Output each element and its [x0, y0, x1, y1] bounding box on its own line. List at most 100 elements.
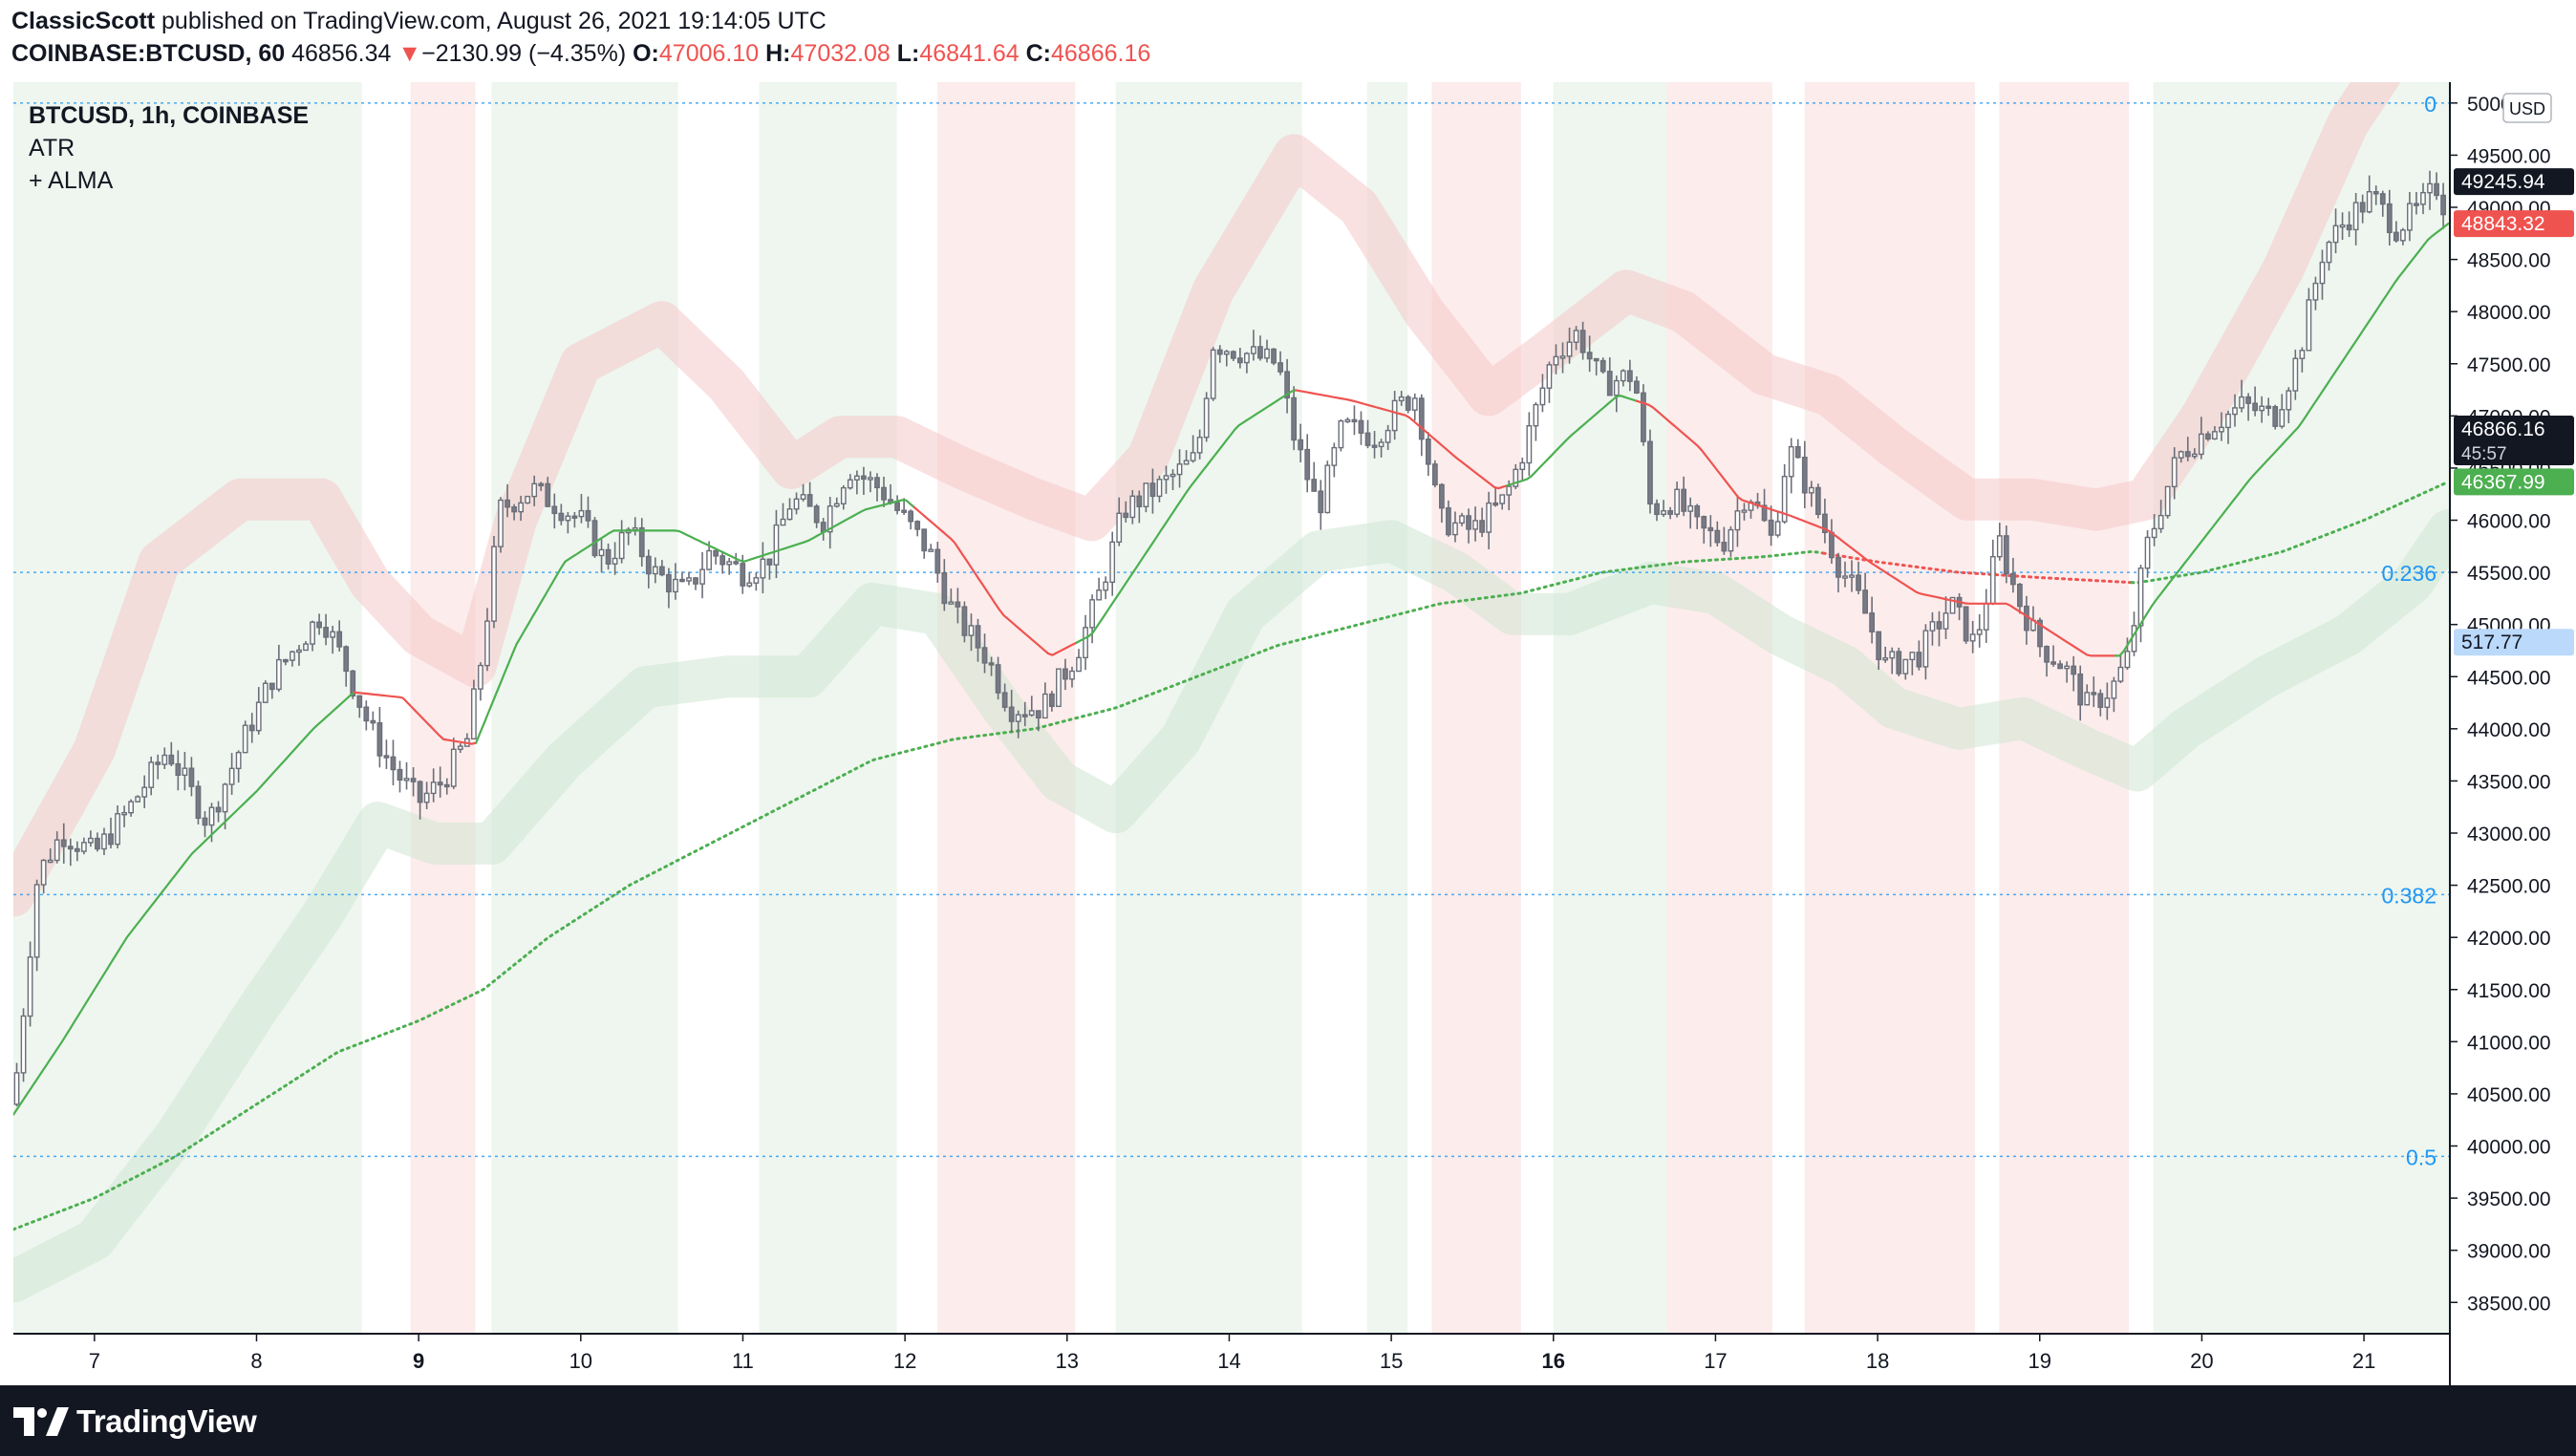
candle-body-39: [275, 658, 282, 691]
alma-fast-segment-3: [912, 505, 1078, 656]
candle-body-85: [585, 509, 591, 522]
tradingview-logo[interactable]: TradingView: [13, 1402, 257, 1441]
candle-body-339: [2292, 357, 2299, 392]
candle-body-70: [484, 620, 490, 667]
candle-body-68: [471, 688, 477, 740]
legend-title[interactable]: BTCUSD, 1h, COINBASE: [29, 102, 310, 129]
candle-body-214: [1452, 522, 1458, 536]
candle-body-95: [652, 566, 658, 575]
candle-body-29: [208, 806, 215, 826]
candle-body-203: [1378, 441, 1385, 448]
candle-body-199: [1351, 418, 1358, 423]
candle-body-335: [2265, 405, 2272, 409]
candle-body-217: [1472, 520, 1478, 530]
candle-body-242: [1641, 392, 1646, 442]
alma-slow-segment-1: [1821, 551, 2134, 585]
candle-body-40: [283, 658, 289, 663]
candle-body-34: [242, 724, 248, 754]
time-tick-label-12: 19: [2029, 1349, 2051, 1373]
candle-body-264: [1788, 445, 1794, 478]
down-arrow-icon: ▼: [397, 40, 422, 67]
candle-body-303: [2050, 661, 2056, 665]
price-label-text-3: 46367.99: [2461, 471, 2545, 493]
candle-body-44: [310, 621, 315, 645]
candle-body-69: [478, 664, 483, 690]
candle-body-270: [1829, 531, 1835, 559]
candle-body-66: [457, 745, 463, 751]
author-name[interactable]: ClassicScott: [11, 8, 156, 34]
candle-body-269: [1822, 513, 1828, 534]
candle-body-120: [820, 522, 826, 533]
footer-bar: TradingView: [0, 1385, 2576, 1456]
candle-body-28: [202, 817, 208, 826]
close-label: C:: [1025, 40, 1051, 67]
candle-body-112: [766, 558, 773, 566]
price-chart[interactable]: 00.2360.3820.550000.0049500.0049000.0048…: [13, 82, 2576, 1385]
candle-body-145: [988, 662, 995, 666]
time-tick-label-13: 20: [2190, 1349, 2213, 1373]
candle-body-197: [1338, 419, 1344, 449]
symbol-label[interactable]: COINBASE:BTCUSD, 60: [11, 40, 286, 67]
atr-lower-band: [13, 509, 2470, 1303]
candle-body-312: [2111, 680, 2117, 699]
candle-body-292: [1976, 629, 1983, 635]
candle-body-134: [914, 521, 921, 530]
candle-body-299: [2024, 605, 2029, 632]
candle-body-200: [1358, 419, 1364, 434]
candle-body-345: [2332, 225, 2339, 244]
candle-body-73: [504, 499, 510, 508]
candle-body-138: [941, 572, 948, 605]
candle-body-230: [1559, 355, 1566, 359]
price-tick-label-11: 44500.00: [2467, 667, 2551, 689]
legend-atr[interactable]: ATR: [29, 135, 75, 161]
candle-body-88: [605, 548, 612, 565]
candle-body-262: [1774, 521, 1781, 536]
candle-body-14: [108, 833, 114, 846]
candle-body-226: [1533, 403, 1539, 427]
legend-alma[interactable]: + ALMA: [29, 167, 114, 194]
candle-body-311: [2104, 697, 2111, 708]
candle-body-282: [1909, 652, 1916, 661]
candle-body-272: [1842, 575, 1848, 579]
candle-body-213: [1446, 506, 1451, 536]
candle-body-194: [1318, 490, 1324, 514]
candle-body-42: [296, 649, 302, 653]
candle-body-146: [995, 664, 1001, 694]
candle-body-212: [1439, 483, 1445, 509]
candle-body-192: [1304, 448, 1311, 481]
candle-body-166: [1129, 495, 1136, 519]
candle-body-137: [934, 548, 941, 574]
candle-body-18: [135, 796, 141, 803]
chart-area[interactable]: 00.2360.3820.550000.0049500.0049000.0048…: [13, 82, 2576, 1385]
candle-body-21: [155, 761, 161, 765]
candle-body-155: [1056, 668, 1062, 708]
price-change: −2130.99 (−4.35%): [421, 40, 627, 67]
candle-body-7: [60, 839, 67, 847]
candle-body-186: [1264, 348, 1270, 359]
candle-body-193: [1311, 479, 1318, 492]
candle-body-349: [2359, 202, 2366, 213]
candle-body-43: [303, 643, 309, 652]
candle-body-50: [350, 670, 356, 697]
candle-body-158: [1076, 656, 1082, 673]
alma-fast-segment-5: [1294, 389, 1509, 490]
candle-body-361: [2440, 194, 2446, 216]
alma-slow-segment-2: [2130, 480, 2450, 585]
candle-body-323: [2184, 451, 2191, 458]
candle-body-205: [1391, 399, 1398, 432]
candle-body-15: [115, 813, 120, 846]
candle-body-344: [2326, 241, 2332, 264]
price-label-3: [2454, 468, 2574, 496]
candle-body-236: [1599, 359, 1606, 373]
candle-body-89: [612, 557, 618, 565]
price-label-1: [2454, 210, 2574, 238]
price-axis: [2450, 82, 2576, 1385]
candle-body-81: [558, 512, 565, 522]
candle-body-27: [195, 785, 202, 820]
candle-body-65: [450, 748, 457, 787]
candle-body-97: [666, 573, 672, 593]
candle-body-184: [1251, 346, 1256, 354]
candle-body-239: [1620, 370, 1626, 382]
currency-button[interactable]: [2502, 93, 2552, 123]
candle-body-253: [1714, 529, 1721, 544]
